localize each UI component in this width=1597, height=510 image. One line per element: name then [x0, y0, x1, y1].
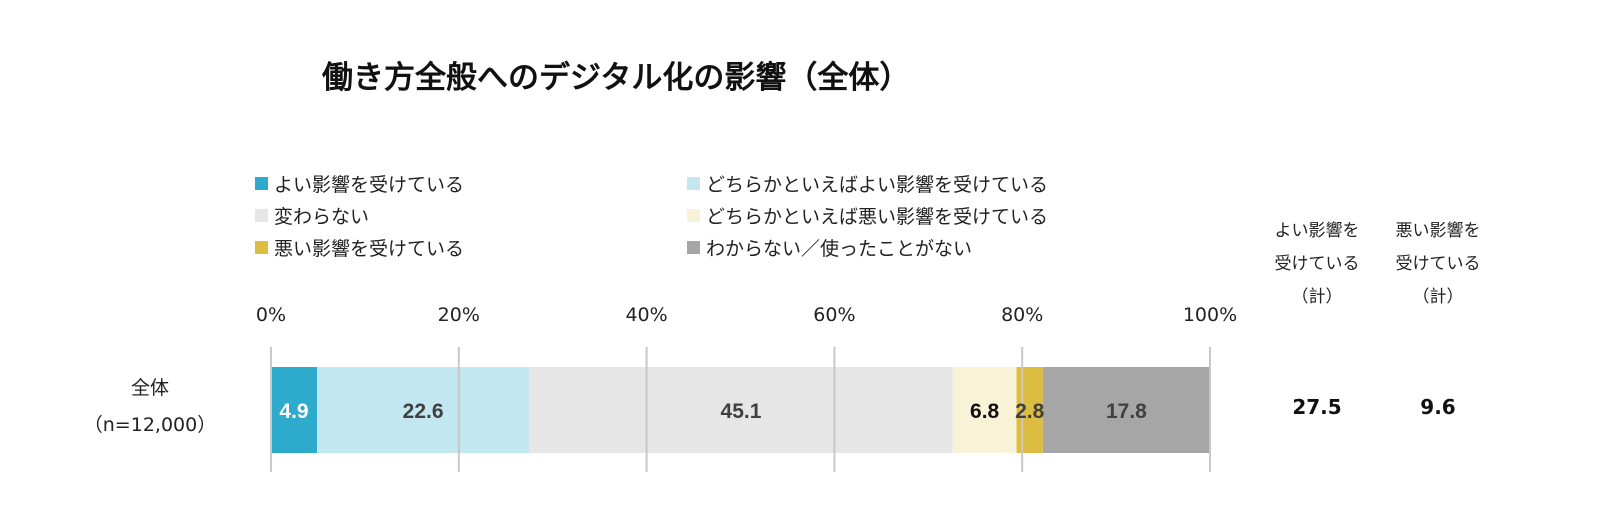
legend-label-1: どちらかといえばよい影響を受けている	[706, 174, 1049, 196]
bar-segment-1	[317, 367, 530, 453]
bar-segment-3	[952, 367, 1017, 453]
x-tick-label-5: 100%	[1183, 304, 1237, 326]
category-name: 全体	[130, 377, 169, 399]
legend-swatch-1	[687, 177, 700, 190]
x-tick-label-1: 20%	[438, 304, 480, 326]
summary-header-good-line2: 受けている	[1274, 254, 1360, 274]
summary-header-good-line3: （計）	[1291, 287, 1343, 307]
bar-segment-5	[1042, 367, 1210, 453]
summary-header-bad-line3: （計）	[1412, 287, 1464, 307]
summary-value-bad: 9.6	[1420, 395, 1456, 419]
summary-header-good-line1: よい影響を	[1274, 221, 1360, 241]
legend-swatch-2	[255, 209, 268, 222]
legend-swatch-5	[687, 241, 700, 254]
data-label-1: 22.6	[403, 400, 444, 423]
legend-label-3: どちらかといえば悪い影響を受けている	[706, 206, 1049, 228]
data-label-5: 17.8	[1106, 400, 1147, 423]
legend-swatch-0	[255, 177, 268, 190]
summary-header-bad-line2: 受けている	[1395, 254, 1481, 274]
bar-segment-4	[1016, 367, 1043, 453]
legend-label-2: 変わらない	[274, 206, 370, 228]
summary-header-bad-line1: 悪い影響を	[1395, 221, 1481, 241]
data-label-2: 45.1	[721, 400, 762, 423]
summary-header-bad: 悪い影響を 受けている （計）	[1373, 215, 1503, 314]
legend-item-1: どちらかといえばよい影響を受けている	[687, 170, 1048, 197]
data-label-0: 4.9	[279, 400, 308, 423]
data-label-4: 2.8	[1015, 400, 1045, 423]
legend-item-2: 変わらない	[255, 202, 369, 229]
x-tick-label-2: 40%	[625, 304, 667, 326]
bar-segment-0	[271, 367, 318, 453]
category-sample-size: （n=12,000）	[83, 414, 217, 436]
x-tick-label-0: 0%	[256, 304, 286, 326]
legend-item-4: 悪い影響を受けている	[255, 234, 464, 261]
bar-segment-2	[529, 367, 953, 453]
legend-item-0: よい影響を受けている	[255, 170, 464, 197]
chart-title: 働き方全般へのデジタル化の影響（全体）	[322, 60, 911, 96]
legend-label-4: 悪い影響を受けている	[274, 238, 465, 260]
legend-label-0: よい影響を受けている	[274, 174, 465, 196]
legend-swatch-3	[687, 209, 700, 222]
x-tick-label-3: 60%	[813, 304, 855, 326]
category-label: 全体 （n=12,000）	[70, 370, 230, 444]
legend-item-5: わからない／使ったことがない	[687, 234, 972, 261]
legend-label-5: わからない／使ったことがない	[706, 238, 973, 260]
summary-header-good: よい影響を 受けている （計）	[1252, 215, 1382, 314]
summary-value-good: 27.5	[1292, 395, 1342, 419]
legend-swatch-4	[255, 241, 268, 254]
x-tick-label-4: 80%	[1001, 304, 1043, 326]
legend-item-3: どちらかといえば悪い影響を受けている	[687, 202, 1048, 229]
data-label-3: 6.8	[970, 400, 1000, 423]
